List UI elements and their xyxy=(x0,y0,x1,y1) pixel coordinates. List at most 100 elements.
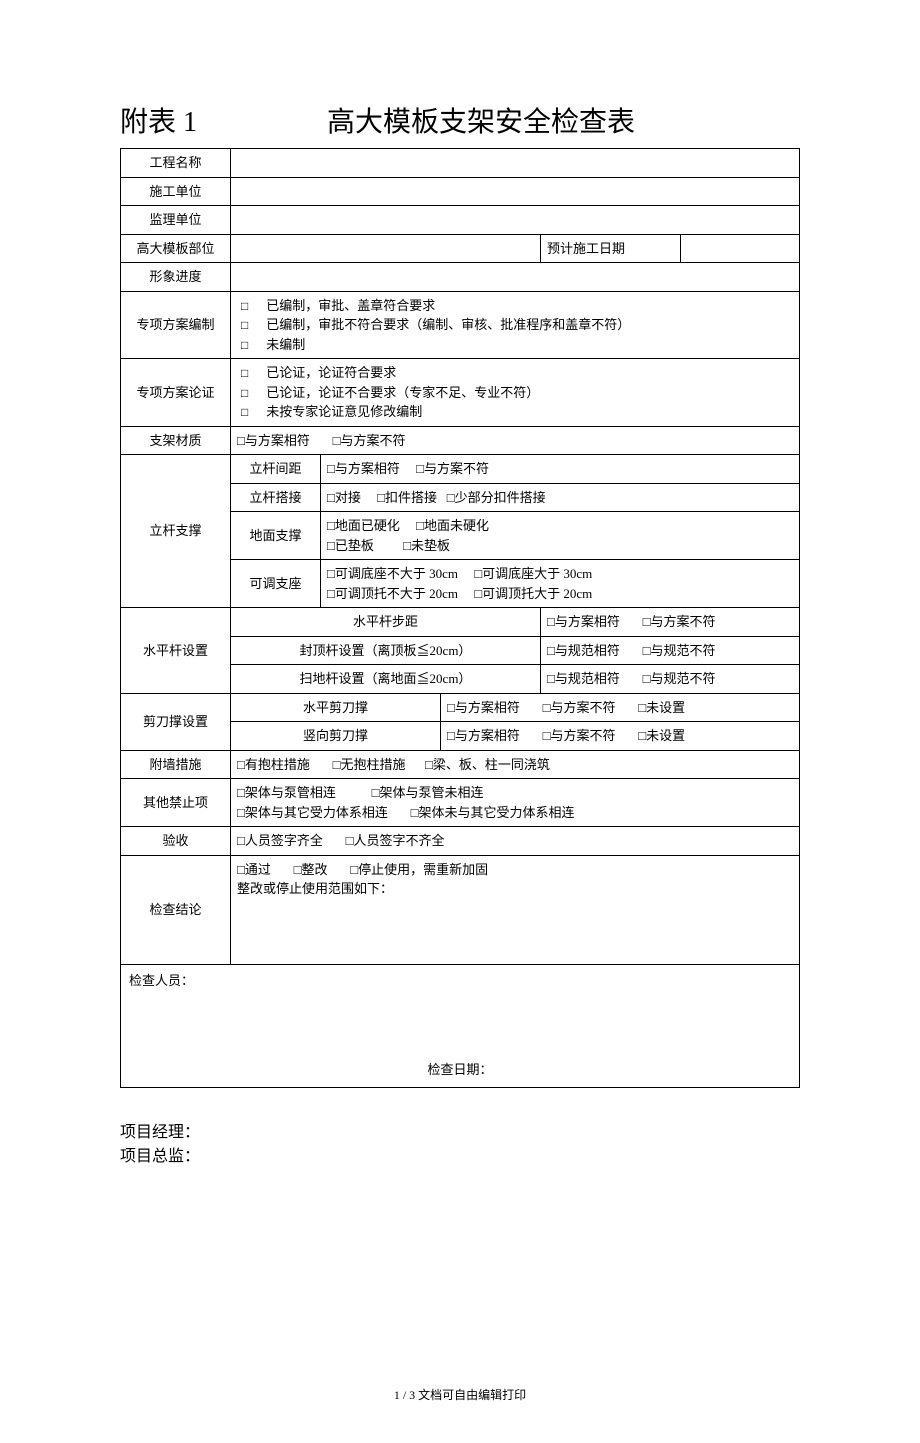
opt-vs-r4-3[interactable]: □可调顶托不大于 20cm xyxy=(327,586,458,601)
opt-vs-r3-2[interactable]: □地面未硬化 xyxy=(416,518,489,533)
field-construction-unit[interactable] xyxy=(231,177,800,206)
label-vertical-support: 立杆支撑 xyxy=(121,455,231,608)
opt-other-1[interactable]: □架体与泵管相连 xyxy=(237,785,336,800)
label-sc-h: 水平剪刀撑 xyxy=(231,693,441,722)
opt-vs-r2-2[interactable]: □扣件搭接 xyxy=(377,490,437,505)
label-h-top: 封顶杆设置（离顶板≦20cm） xyxy=(231,636,541,665)
opt-sc-r1-1[interactable]: □与方案相符 xyxy=(447,700,520,715)
opt-sc-r2-1[interactable]: □与方案相符 xyxy=(447,728,520,743)
cell-acceptance: □人员签字齐全 □人员签字不齐全 xyxy=(231,827,800,856)
cell-ground-support: □地面已硬化 □地面未硬化 □已垫板 □未垫板 xyxy=(321,512,800,560)
field-supervision-unit[interactable] xyxy=(231,206,800,235)
opt-vs-r2-1[interactable]: □对接 xyxy=(327,490,361,505)
opt-other-4[interactable]: □架体未与其它受力体系相连 xyxy=(411,805,575,820)
label-wall: 附墙措施 xyxy=(121,750,231,779)
cell-sc-v: □与方案相符 □与方案不符 □未设置 xyxy=(441,722,800,751)
opt-other-3[interactable]: □架体与其它受力体系相连 xyxy=(237,805,388,820)
opt-con-2[interactable]: □整改 xyxy=(294,862,328,877)
opt-con-1[interactable]: □通过 xyxy=(237,862,271,877)
label-project-name: 工程名称 xyxy=(121,149,231,178)
label-scissor: 剪刀撑设置 xyxy=(121,693,231,750)
opt-h-r2-2[interactable]: □与规范不符 xyxy=(643,643,716,658)
opt-other-2[interactable]: □架体与泵管未相连 xyxy=(372,785,484,800)
opt-sc-r1-3[interactable]: □未设置 xyxy=(638,700,685,715)
cell-h-step: □与方案相符 □与方案不符 xyxy=(541,608,800,637)
opt-vs-r4-4[interactable]: □可调顶托大于 20cm xyxy=(474,586,592,601)
cell-wall: □有抱柱措施 □无抱柱措施 □梁、板、柱一同浇筑 xyxy=(231,750,800,779)
checkbox-icon[interactable]: □ xyxy=(241,316,248,334)
cell-conclusion: □通过 □整改 □停止使用，需重新加固 整改或停止使用范围如下： xyxy=(231,855,800,964)
label-pole-spacing: 立杆间距 xyxy=(231,455,321,484)
opt-vs-r3-3[interactable]: □已垫板 xyxy=(327,538,374,553)
opt-plan-prep-2: 已编制，审批不符合要求（编制、审核、批准程序和盖章不符） xyxy=(266,317,630,332)
opt-sc-r2-3[interactable]: □未设置 xyxy=(638,728,685,743)
opt-plan-review-1: 已论证，论证符合要求 xyxy=(266,365,396,380)
opt-h-r3-1[interactable]: □与规范相符 xyxy=(547,671,620,686)
opt-vs-r4-1[interactable]: □可调底座不大于 30cm xyxy=(327,566,458,581)
opt-plan-review-2: 已论证，论证不合要求（专家不足、专业不符） xyxy=(266,385,539,400)
label-plan-prep: 专项方案编制 xyxy=(121,291,231,359)
opt-acc-2[interactable]: □人员签字不齐全 xyxy=(346,833,445,848)
label-acceptance: 验收 xyxy=(121,827,231,856)
opt-con-3[interactable]: □停止使用，需重新加固 xyxy=(350,862,488,877)
page-footer: 1 / 3 文档可自由编辑打印 xyxy=(120,1386,800,1403)
label-adj-seat: 可调支座 xyxy=(231,560,321,608)
opt-plan-prep-3: 未编制 xyxy=(266,337,305,352)
label-h-sweep: 扫地杆设置（离地面≦20cm） xyxy=(231,665,541,694)
label-supervision-unit: 监理单位 xyxy=(121,206,231,235)
page-title: 高大模板支架安全检查表 xyxy=(327,100,635,140)
inspection-table: 工程名称 施工单位 监理单位 高大模板部位 预计施工日期 形象进度 专项方案编制… xyxy=(120,148,800,1088)
label-pole-lap: 立杆搭接 xyxy=(231,483,321,512)
field-formwork-part[interactable] xyxy=(231,234,541,263)
label-frame-material: 支架材质 xyxy=(121,426,231,455)
label-inspector: 检查人员： xyxy=(129,973,194,988)
label-inspect-date: 检查日期： xyxy=(427,1062,492,1077)
opt-vs-r1-1[interactable]: □与方案相符 xyxy=(327,461,400,476)
field-visual-progress[interactable] xyxy=(231,263,800,292)
label-other: 其他禁止项 xyxy=(121,779,231,827)
opt-sc-r2-2[interactable]: □与方案不符 xyxy=(543,728,616,743)
cell-plan-review: □ 已论证，论证符合要求 □ 已论证，论证不合要求（专家不足、专业不符） □ 未按专家… xyxy=(231,359,800,427)
opt-vs-r4-2[interactable]: □可调底座大于 30cm xyxy=(474,566,592,581)
field-project-name[interactable] xyxy=(231,149,800,178)
label-project-manager: 项目经理： xyxy=(120,1118,800,1142)
label-expected-date: 预计施工日期 xyxy=(541,234,681,263)
opt-acc-1[interactable]: □人员签字齐全 xyxy=(237,833,323,848)
signature-block: 检查人员： 检查日期： xyxy=(121,964,800,1087)
opt-frame-1[interactable]: □与方案相符 xyxy=(237,433,310,448)
label-conclusion: 检查结论 xyxy=(121,855,231,964)
opt-wall-2[interactable]: □无抱柱措施 xyxy=(333,757,406,772)
opt-wall-1[interactable]: □有抱柱措施 xyxy=(237,757,310,772)
label-project-director: 项目总监： xyxy=(120,1142,800,1166)
cell-pole-lap: □对接 □扣件搭接 □少部分扣件搭接 xyxy=(321,483,800,512)
opt-vs-r2-3[interactable]: □少部分扣件搭接 xyxy=(447,490,546,505)
checkbox-icon[interactable]: □ xyxy=(241,336,248,354)
checkbox-icon[interactable]: □ xyxy=(241,403,248,421)
opt-vs-r3-4[interactable]: □未垫板 xyxy=(403,538,450,553)
cell-pole-spacing: □与方案相符 □与方案不符 xyxy=(321,455,800,484)
opt-plan-review-3: 未按专家论证意见修改编制 xyxy=(266,404,422,419)
field-expected-date[interactable] xyxy=(681,234,800,263)
label-horizontal: 水平杆设置 xyxy=(121,608,231,694)
checkbox-icon[interactable]: □ xyxy=(241,364,248,382)
checkbox-icon[interactable]: □ xyxy=(241,384,248,402)
opt-frame-2[interactable]: □与方案不符 xyxy=(333,433,406,448)
checkbox-icon[interactable]: □ xyxy=(241,297,248,315)
opt-h-r1-2[interactable]: □与方案不符 xyxy=(643,614,716,629)
opt-h-r3-2[interactable]: □与规范不符 xyxy=(643,671,716,686)
cell-other: □架体与泵管相连 □架体与泵管未相连 □架体与其它受力体系相连 □架体未与其它受… xyxy=(231,779,800,827)
cell-h-sweep: □与规范相符 □与规范不符 xyxy=(541,665,800,694)
label-sc-v: 竖向剪刀撑 xyxy=(231,722,441,751)
label-visual-progress: 形象进度 xyxy=(121,263,231,292)
label-formwork-part: 高大模板部位 xyxy=(121,234,231,263)
opt-h-r1-1[interactable]: □与方案相符 xyxy=(547,614,620,629)
cell-plan-prep: □已编制，审批、盖章符合要求 □已编制，审批不符合要求（编制、审核、批准程序和盖… xyxy=(231,291,800,359)
label-construction-unit: 施工单位 xyxy=(121,177,231,206)
opt-sc-r1-2[interactable]: □与方案不符 xyxy=(543,700,616,715)
cell-sc-h: □与方案相符 □与方案不符 □未设置 xyxy=(441,693,800,722)
opt-vs-r3-1[interactable]: □地面已硬化 xyxy=(327,518,400,533)
cell-adj-seat: □可调底座不大于 30cm □可调底座大于 30cm □可调顶托不大于 20cm… xyxy=(321,560,800,608)
opt-vs-r1-2[interactable]: □与方案不符 xyxy=(416,461,489,476)
opt-wall-3[interactable]: □梁、板、柱一同浇筑 xyxy=(425,757,550,772)
opt-h-r2-1[interactable]: □与规范相符 xyxy=(547,643,620,658)
